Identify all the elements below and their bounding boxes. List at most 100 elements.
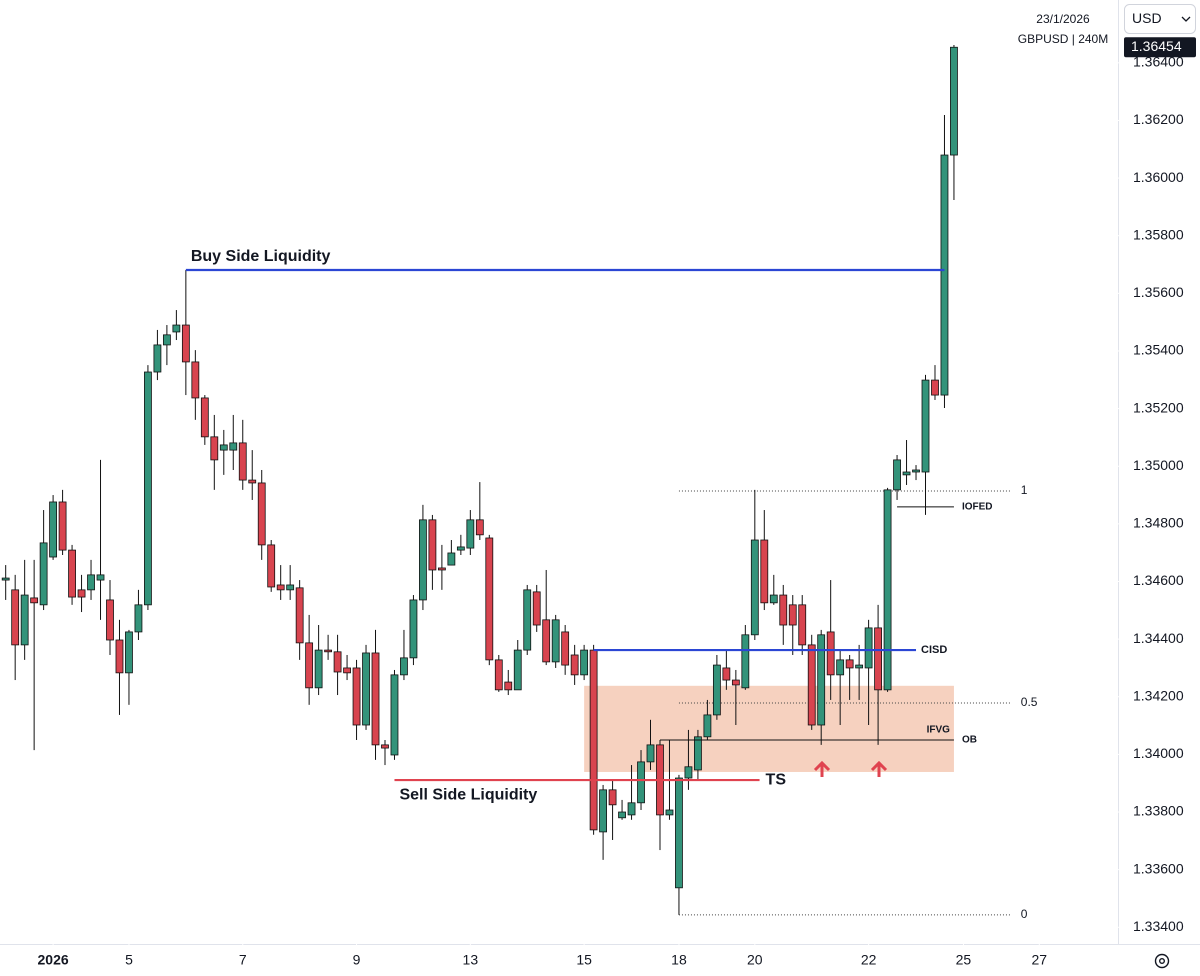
level-end-label: TS	[766, 771, 787, 788]
candle-body	[257, 482, 266, 546]
candle-body	[409, 599, 418, 659]
candle-body	[513, 649, 522, 691]
dropdown-box[interactable]	[1124, 4, 1196, 34]
candle-body	[817, 634, 826, 726]
candle-body	[902, 471, 911, 476]
x-tick-label: 20	[747, 952, 763, 968]
candle-body	[931, 379, 939, 396]
settings-icon[interactable]	[1154, 953, 1170, 969]
candle-body	[561, 631, 570, 666]
candle-body	[191, 361, 200, 399]
level-label: Buy Side Liquidity	[191, 248, 331, 265]
currency-label[interactable]: USD	[1132, 10, 1162, 26]
candle-body	[883, 489, 892, 691]
candle-body	[181, 324, 190, 363]
x-tick-label: 25	[956, 952, 972, 968]
arrow-up	[813, 760, 831, 777]
candle-body	[49, 501, 58, 558]
level-label: CISD	[921, 644, 947, 656]
dropdown-chevron[interactable]	[1181, 16, 1191, 22]
candle-body	[798, 604, 807, 646]
y-tick-label: 1.33400	[1133, 918, 1184, 934]
y-tick-label: 1.34800	[1133, 515, 1184, 531]
last-price-box	[1124, 37, 1196, 58]
candle-body	[826, 631, 835, 676]
candle-body	[750, 539, 759, 636]
candle-body	[96, 574, 105, 581]
candle-body	[912, 469, 920, 473]
candle-body	[608, 789, 617, 806]
candle-body	[229, 442, 238, 451]
candle-body	[371, 652, 380, 746]
candle-body	[381, 744, 389, 749]
y-tick-label: 1.35800	[1133, 226, 1184, 242]
y-tick-label: 1.34400	[1133, 630, 1184, 646]
fib-label: 0	[1021, 907, 1028, 921]
fib-label: 1	[1021, 483, 1028, 497]
candle-body	[210, 436, 219, 461]
gear-center[interactable]	[1158, 958, 1165, 965]
candle-body	[58, 501, 67, 551]
candle-body	[419, 519, 427, 601]
candle-body	[694, 736, 702, 771]
candle-body	[1, 577, 10, 581]
candle-body	[276, 584, 285, 591]
candle-body	[618, 811, 626, 819]
candle-body	[390, 674, 399, 756]
candle-body	[68, 549, 76, 598]
candle-body	[637, 761, 645, 804]
candle-body	[428, 519, 437, 571]
candle-body	[836, 659, 845, 676]
currency-dropdown[interactable]: USD	[1124, 4, 1196, 34]
candle-body	[703, 714, 712, 738]
candle-body	[532, 591, 541, 626]
arrow-up	[870, 760, 888, 777]
candle-body	[333, 651, 342, 673]
candle-body	[788, 604, 797, 626]
candle-body	[864, 627, 873, 669]
x-tick-label: 27	[1032, 952, 1048, 968]
candle-body	[741, 634, 750, 689]
candle-body	[162, 334, 171, 346]
candle-body	[589, 649, 598, 831]
y-tick-label: 1.35000	[1133, 457, 1184, 473]
x-tick-label: 2026	[38, 952, 69, 968]
y-tick-label: 1.36000	[1133, 169, 1184, 185]
candle-body	[845, 659, 854, 669]
candle-body	[542, 619, 551, 663]
candle-body	[712, 664, 721, 716]
y-tick-label: 1.36400	[1133, 54, 1184, 70]
y-tick-label: 1.34000	[1133, 745, 1184, 761]
candle-body	[494, 659, 503, 691]
gear-outline[interactable]	[1154, 953, 1170, 969]
y-tick-label: 1.35400	[1133, 342, 1184, 358]
candle-body	[295, 587, 304, 644]
candle-body	[921, 379, 930, 473]
candle-body	[456, 546, 465, 551]
candle-body	[87, 574, 95, 591]
y-tick-label: 1.33800	[1133, 803, 1184, 819]
x-tick-label: 5	[125, 952, 133, 968]
candle-body	[30, 597, 39, 604]
candle-body	[599, 789, 607, 833]
zone-label: IFVG	[927, 724, 951, 735]
candle-body	[675, 777, 683, 889]
candle-body	[466, 519, 475, 549]
candle-body	[362, 652, 370, 726]
x-tick-label: 15	[576, 952, 592, 968]
y-tick-label: 1.35600	[1133, 284, 1184, 300]
candle-body	[39, 542, 48, 606]
candle-body	[20, 594, 29, 646]
x-tick-label: 18	[671, 952, 687, 968]
candle-body	[134, 604, 143, 633]
x-tick-label: 9	[353, 952, 361, 968]
chart-symbol: GBPUSD | 240M	[1018, 32, 1108, 46]
candle-body	[267, 544, 276, 588]
candle-body	[106, 599, 114, 641]
candle-body	[769, 594, 778, 604]
last-price-label: 1.36454	[1131, 38, 1182, 54]
candle-body	[580, 649, 589, 676]
chart-date: 23/1/2026	[1036, 12, 1090, 26]
x-tick-label: 13	[463, 952, 479, 968]
y-tick-label: 1.33600	[1133, 860, 1184, 876]
